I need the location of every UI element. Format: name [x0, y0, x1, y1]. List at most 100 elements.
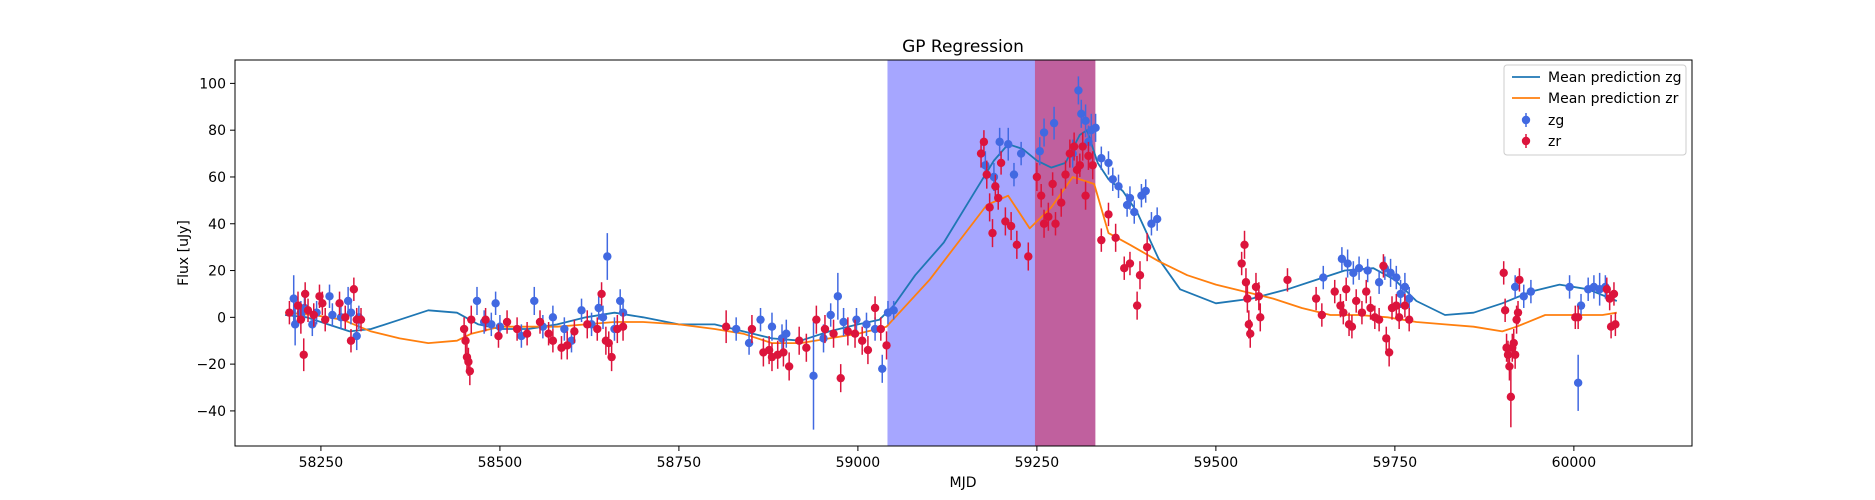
- marker-zr-140: [1513, 308, 1523, 317]
- point-zg-15: [487, 312, 496, 337]
- y-tick-label: 0: [217, 310, 226, 326]
- marker-zg-84: [1386, 268, 1395, 278]
- point-zr-28: [544, 322, 553, 346]
- marker-zr-138: [1510, 350, 1520, 359]
- marker-zr-92: [1111, 233, 1120, 242]
- point-zg-7: [328, 303, 337, 327]
- marker-zr-107: [1283, 275, 1292, 285]
- point-zr-99: [1240, 230, 1249, 259]
- point-zr-67: [991, 174, 1000, 199]
- chart-title: GP Regression: [902, 37, 1024, 57]
- marker-zg-73: [1141, 186, 1150, 196]
- marker-zr-56: [850, 329, 860, 338]
- marker-zr-61: [882, 341, 891, 350]
- point-zg-91: [1526, 279, 1536, 304]
- x-tick-label: 60000: [1552, 455, 1597, 471]
- point-zg-53: [1009, 162, 1019, 187]
- marker-zg-80: [1354, 264, 1364, 273]
- marker-zr-57: [857, 336, 867, 345]
- marker-zr-111: [1336, 301, 1345, 310]
- legend-label-line-2: Mean prediction zr: [1548, 91, 1679, 107]
- marker-zr-27: [535, 317, 545, 327]
- y-axis-label: Flux [uJy]: [176, 220, 192, 286]
- point-zr-112: [1339, 300, 1348, 325]
- point-zg-42: [839, 307, 848, 337]
- marker-zg-30: [615, 296, 625, 306]
- point-zg-54: [1016, 141, 1026, 166]
- x-axis-label: MJD: [950, 475, 977, 491]
- marker-zr-72: [1012, 240, 1022, 250]
- marker-zr-52: [820, 324, 830, 334]
- marker-zg-34: [756, 315, 765, 324]
- point-zg-86: [1396, 279, 1405, 308]
- marker-zr-47: [779, 348, 788, 357]
- marker-zr-100: [1241, 278, 1251, 287]
- marker-zr-85: [1075, 161, 1085, 170]
- marker-zr-148: [1611, 320, 1620, 329]
- point-zr-76: [1039, 209, 1049, 238]
- marker-zr-135: [1506, 392, 1516, 402]
- marker-zr-69: [996, 158, 1006, 168]
- point-zr-5: [303, 298, 313, 323]
- marker-zg-28: [603, 252, 612, 261]
- point-zr-122: [1379, 254, 1388, 278]
- shaded-regions: [887, 59, 1096, 447]
- point-zr-88: [1084, 141, 1093, 170]
- marker-zr-98: [1237, 259, 1246, 268]
- marker-zr-33: [583, 320, 592, 329]
- legend-swatch-marker-zg: [1521, 115, 1531, 125]
- point-zg-30: [615, 289, 625, 313]
- point-zg-78: [1343, 249, 1352, 278]
- marker-zr-0: [285, 308, 294, 317]
- marker-zg-71: [1130, 207, 1139, 217]
- legend-box: [1503, 64, 1687, 156]
- marker-zr-123: [1382, 334, 1391, 343]
- marker-zr-1: [293, 301, 303, 310]
- marker-zr-58: [863, 345, 873, 355]
- shaded-region-1: [887, 59, 1036, 447]
- marker-zr-144: [1602, 285, 1611, 294]
- marker-zr-49: [794, 336, 804, 345]
- marker-zr-130: [1499, 268, 1508, 278]
- point-zr-50: [802, 333, 811, 362]
- x-tick-label: 59000: [836, 455, 881, 471]
- marker-zg-91: [1526, 287, 1536, 296]
- marker-zg-7: [328, 310, 337, 320]
- point-zr-116: [1352, 289, 1361, 313]
- point-zr-51: [812, 305, 821, 334]
- marker-zr-19: [464, 357, 473, 366]
- marker-zg-79: [1349, 268, 1358, 278]
- marker-zr-108: [1311, 294, 1321, 303]
- marker-zg-35: [767, 322, 777, 331]
- point-zr-89: [1088, 151, 1097, 180]
- marker-zg-0: [289, 294, 298, 303]
- marker-zg-75: [1152, 214, 1162, 224]
- marker-zr-110: [1330, 287, 1339, 296]
- point-zr-22: [481, 307, 490, 332]
- point-zg-88: [1404, 286, 1414, 311]
- point-zr-141: [1515, 268, 1524, 292]
- marker-zg-19: [530, 296, 539, 306]
- legend-label-zg: zg: [1548, 113, 1564, 129]
- marker-zr-91: [1104, 210, 1113, 219]
- marker-zr-80: [1057, 198, 1066, 207]
- marker-zr-103: [1246, 329, 1255, 338]
- marker-zg-78: [1343, 259, 1352, 268]
- point-zr-65: [985, 193, 994, 222]
- marker-zg-10: [346, 308, 356, 317]
- y-tick-label: 40: [208, 217, 226, 233]
- marker-zg-64: [1091, 123, 1100, 133]
- point-zr-106: [1256, 303, 1265, 332]
- marker-zg-4: [308, 320, 317, 329]
- point-zr-131: [1500, 298, 1510, 323]
- point-zg-73: [1141, 179, 1150, 203]
- marker-zg-27: [598, 313, 608, 322]
- marker-zg-67: [1108, 175, 1117, 184]
- point-zr-37: [604, 331, 613, 355]
- marker-zr-121: [1374, 315, 1384, 324]
- point-zr-63: [979, 130, 989, 154]
- point-zr-140: [1513, 300, 1523, 325]
- marker-zr-13: [349, 285, 359, 294]
- point-zg-94: [1576, 293, 1586, 318]
- marker-zr-115: [1347, 322, 1357, 331]
